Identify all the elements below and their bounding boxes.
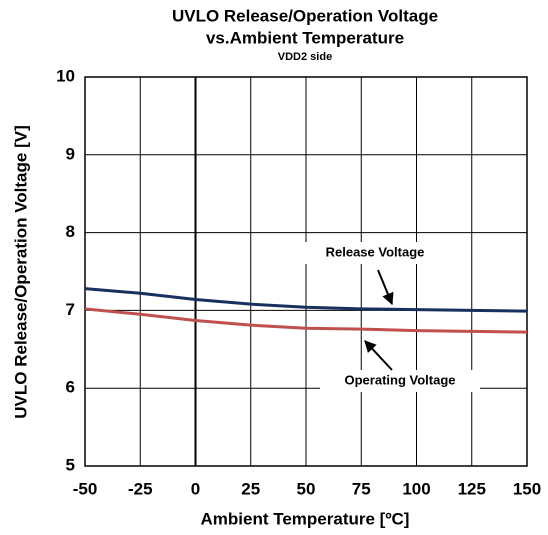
x-tick-label: 50	[297, 479, 316, 498]
y-tick-label: 9	[66, 144, 75, 163]
x-tick-label: 100	[402, 479, 430, 498]
chart-title: vs.Ambient Temperature	[206, 28, 404, 47]
x-tick-label: 150	[513, 479, 541, 498]
y-tick-label: 8	[66, 222, 75, 241]
chart-title: UVLO Release/Operation Voltage	[172, 6, 438, 25]
y-tick-label: 7	[66, 300, 75, 319]
annotation-box	[320, 370, 480, 392]
annotation-arrow	[377, 269, 394, 306]
x-tick-label: 125	[458, 479, 486, 498]
annotation-label: Release Voltage	[326, 244, 425, 259]
annotation-arrow	[364, 340, 393, 371]
annotation-box	[305, 242, 445, 264]
x-tick-label: -50	[73, 479, 98, 498]
series-line	[84, 287, 528, 313]
y-tick-label: 10	[56, 66, 75, 85]
y-axis-label: UVLO Release/Operation Voltage [V]	[11, 125, 30, 418]
chart-subtitle: VDD2 side	[278, 51, 332, 63]
series-line	[84, 307, 528, 334]
x-tick-label: 25	[241, 479, 260, 498]
plot-frame	[84, 76, 528, 467]
x-axis-label: Ambient Temperature [ºC]	[201, 509, 410, 528]
x-tick-label: -25	[128, 479, 153, 498]
annotation-label: Operating Voltage	[345, 372, 456, 387]
x-tick-label: 75	[352, 479, 371, 498]
x-tick-label: 0	[191, 479, 200, 498]
y-tick-label: 5	[66, 455, 75, 474]
y-tick-label: 6	[66, 378, 75, 397]
